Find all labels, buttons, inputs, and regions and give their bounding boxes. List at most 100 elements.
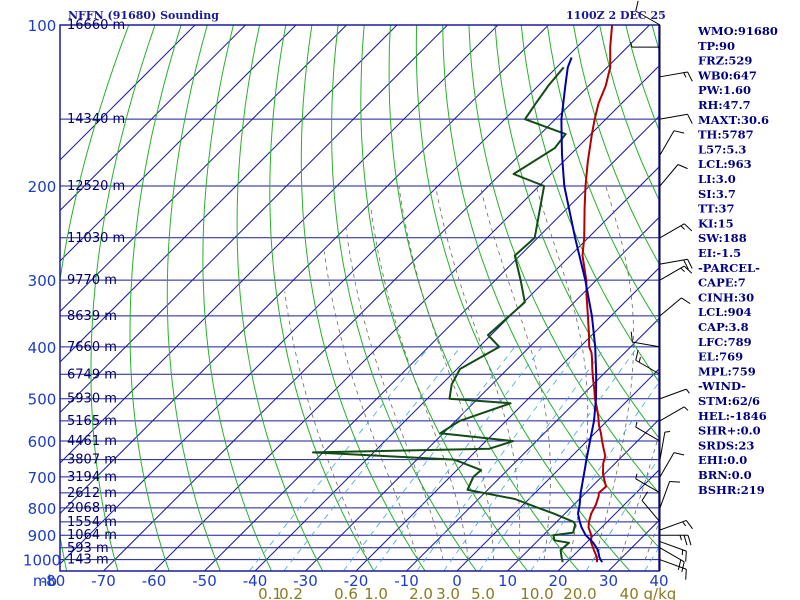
dry-adiabat [442, 25, 659, 549]
index-item: LCL:963 [698, 157, 752, 171]
pressure-tick-label: 1000 [23, 552, 61, 570]
index-item: CAP:3.8 [698, 320, 749, 334]
index-item: RH:47.7 [698, 98, 751, 112]
wind-barb-flag [685, 569, 687, 580]
chart-title: NFFN (91680) Sounding [68, 9, 219, 22]
series-dewpoint-line [312, 66, 577, 563]
height-label: 14340 m [67, 112, 125, 127]
plot-area [60, 25, 659, 571]
mixing-ratio-line [530, 381, 659, 571]
temperature-tick-label: -30 [293, 572, 318, 590]
dry-adiabat [546, 25, 659, 325]
index-item: WB0:647 [697, 68, 757, 82]
isotherm-line [103, 25, 650, 571]
moist-adiabat [435, 185, 521, 560]
index-item: -WIND- [698, 379, 746, 393]
height-label: 9770 m [67, 273, 117, 288]
index-item: SW:188 [698, 231, 747, 245]
pressure-tick-label: 900 [28, 527, 57, 545]
wind-barb [630, 331, 661, 348]
moist-adiabat [619, 433, 659, 560]
wind-barb [659, 406, 689, 422]
index-item: SRDS:23 [698, 438, 754, 452]
isotherm-line [355, 267, 659, 571]
wind-barb-half-flag [680, 267, 685, 273]
wind-barb [659, 113, 693, 124]
index-item: STM:62/6 [698, 394, 760, 408]
isotherm-line [60, 25, 297, 262]
height-label: 3194 m [67, 470, 117, 485]
index-item: TH:5787 [698, 128, 754, 142]
wind-barb-flag [683, 535, 688, 546]
wind-barb [659, 265, 693, 281]
wind-barb [635, 349, 661, 375]
mixing-ratio-line [283, 346, 461, 571]
dry-adiabat [166, 25, 221, 571]
wind-barb-flag [669, 481, 681, 483]
wind-barb [641, 491, 661, 523]
wind-barb-staff [659, 541, 687, 552]
index-item: CINH:30 [698, 290, 754, 304]
isotherm-line [254, 166, 659, 571]
isotherm-line [305, 216, 659, 571]
wind-barb-half-flag [680, 225, 685, 230]
mixing-ratio-label: 5.0 [471, 585, 495, 600]
wind-barb [660, 534, 692, 546]
index-item: MAXT:30.6 [698, 113, 769, 127]
pressure-tick-label: 400 [28, 339, 57, 357]
index-item: KI:15 [698, 216, 734, 230]
isotherm-line [406, 317, 659, 571]
mixing-ratio-label: 3.0 [436, 585, 460, 600]
isotherm-line [557, 469, 659, 571]
height-label: 2068 m [67, 501, 117, 516]
moist-adiabat [479, 185, 551, 560]
wind-barb [659, 164, 688, 187]
wind-barb-staff [659, 130, 675, 156]
isotherm-line [60, 25, 246, 212]
wind-barb-flag [630, 331, 633, 343]
height-label: 16660 m [67, 18, 125, 33]
height-label: 7660 m [67, 340, 117, 355]
wind-barb-flag [685, 520, 693, 530]
temperature-tick-label: 20 [548, 572, 567, 590]
wind-barb-staff [659, 265, 685, 281]
wind-barb [659, 388, 690, 400]
wind-barb-flag [677, 164, 688, 170]
isotherm-line [60, 25, 549, 515]
wind-barb [659, 559, 687, 580]
height-label: 1554 m [67, 515, 117, 530]
wind-barb-staff [659, 297, 682, 317]
temperature-tick-label: -10 [394, 572, 419, 590]
moist-adiabat [284, 291, 368, 560]
wind-barb-flag [687, 535, 692, 546]
index-item: CAPE:7 [698, 276, 746, 290]
pressure-tick-label: 800 [28, 500, 57, 518]
wind-barb [659, 481, 681, 509]
wind-barb-staff [659, 164, 679, 187]
mixing-ratio-label: 2.0 [409, 585, 433, 600]
mixing-ratio-label: 0.2 [279, 585, 303, 600]
wind-barb-flag [685, 551, 687, 562]
pressure-tick-label: 100 [28, 17, 57, 35]
index-item: PW:1.60 [698, 83, 751, 97]
moist-adiabat [345, 228, 444, 560]
wind-barb-staff [659, 452, 675, 478]
wind-barb-flag [681, 297, 691, 305]
wind-barb-staff [659, 481, 671, 509]
wind-barb-flag [641, 491, 649, 501]
temperature-tick-label: -50 [192, 572, 217, 590]
temperature-tick-label: -60 [142, 572, 167, 590]
index-item: SHR+:0.0 [698, 424, 761, 438]
mixing-ratio-line [478, 346, 638, 571]
plot-frame [59, 24, 660, 572]
dry-adiabat [202, 25, 272, 571]
wind-barb-half-flag [630, 41, 633, 48]
wind-barb [659, 71, 693, 82]
wind-barb-flag [687, 258, 693, 269]
mixing-ratio-label: 0.6 [334, 585, 358, 600]
wind-barb-half-flag [683, 72, 687, 78]
temperature-tick-label: -80 [41, 572, 66, 590]
wind-barb-half-flag [635, 473, 638, 479]
